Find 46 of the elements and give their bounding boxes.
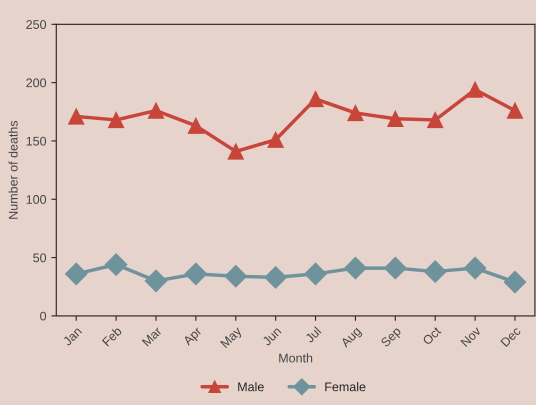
point [424, 260, 447, 283]
point [144, 270, 168, 292]
point [304, 262, 327, 286]
point [148, 102, 164, 119]
x-tick-label: Jul [304, 326, 322, 344]
y-tick-label: 200 [26, 78, 46, 88]
legend-label: Female [325, 382, 366, 392]
point [184, 262, 208, 286]
x-tick-label: Apr [182, 326, 204, 348]
point [264, 266, 287, 289]
y-tick-label: 150 [26, 136, 46, 146]
point [224, 264, 248, 288]
x-tick-label: Jan [62, 326, 82, 346]
point [466, 81, 484, 98]
point [427, 112, 444, 128]
point [506, 102, 524, 119]
y-tick-label: 50 [33, 253, 46, 262]
point [504, 270, 526, 294]
y-tick-label: 250 [26, 20, 46, 29]
x-axis-title: Month [279, 353, 312, 363]
x-tick-label: May [220, 326, 244, 350]
legend-label: Male [238, 382, 264, 392]
x-tick-label: Dec [500, 326, 522, 348]
y-tick-label: 0 [40, 312, 46, 321]
x-tick-label: Sep [380, 326, 404, 350]
point [344, 256, 367, 280]
point [384, 256, 407, 280]
point [108, 112, 124, 128]
y-axis-title: Number of deaths [8, 120, 18, 219]
point [104, 253, 128, 276]
x-tick-label: Oct [422, 326, 442, 346]
point [228, 143, 244, 160]
x-tick-label: Aug [340, 326, 364, 350]
y-tick-label: 100 [26, 195, 46, 204]
point [68, 108, 84, 125]
x-tick-label: Nov [460, 326, 482, 348]
x-tick-label: Mar [142, 326, 162, 347]
point [307, 90, 324, 108]
x-tick-label: Jun [262, 326, 282, 346]
point [64, 262, 88, 286]
point [464, 256, 486, 280]
point [188, 118, 204, 134]
point [347, 104, 364, 122]
point [268, 132, 284, 148]
point [387, 110, 404, 127]
x-tick-label: Feb [102, 326, 122, 347]
